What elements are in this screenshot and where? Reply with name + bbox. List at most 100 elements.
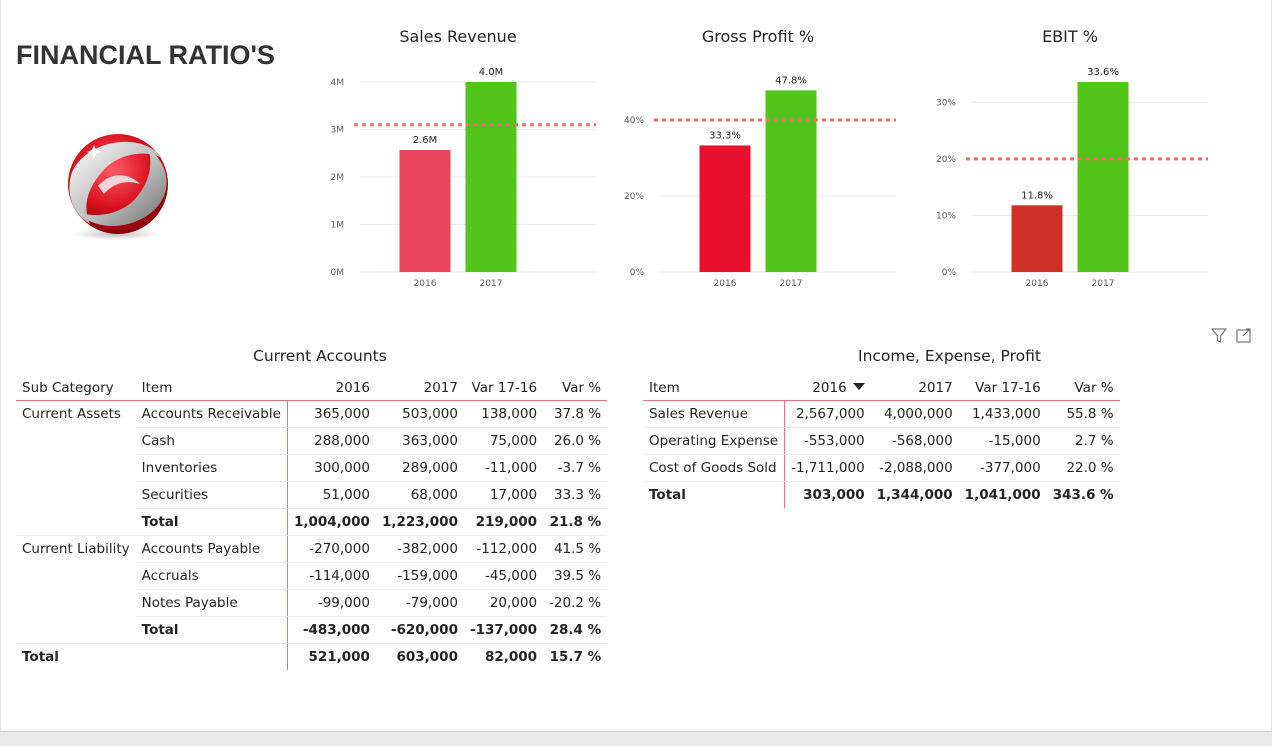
- table-row[interactable]: Total -483,000 -620,000 -137,000 28.4 %: [16, 616, 608, 644]
- value-cell: 4,000,000: [870, 400, 959, 428]
- y-tick-label: 1M: [331, 221, 345, 231]
- value-cell: 288,000: [287, 427, 376, 455]
- value-cell: -99,000: [287, 589, 376, 617]
- column-header[interactable]: 2017: [870, 375, 959, 401]
- sub-category-cell: [16, 428, 136, 455]
- bar-2017[interactable]: [1077, 82, 1129, 272]
- sub-category-cell: Current Liability: [22, 541, 130, 558]
- table-row[interactable]: Cost of Goods Sold -1,711,000 -2,088,000 -3…: [643, 454, 1120, 482]
- value-cell: -382,000: [375, 535, 464, 563]
- company-logo: [58, 128, 178, 244]
- column-header[interactable]: Item: [135, 375, 288, 401]
- value-cell: 15.7 %: [549, 649, 602, 665]
- column-header[interactable]: Var 17-16: [463, 375, 544, 401]
- column-header[interactable]: Var %: [1046, 375, 1120, 401]
- sub-category-cell: [16, 590, 136, 617]
- sub-category-cell: [16, 508, 136, 536]
- table-row[interactable]: Cash 288,000 363,000 75,000 26.0 %: [16, 427, 608, 455]
- column-header[interactable]: Var %: [543, 375, 608, 401]
- x-tick-label: 2017: [480, 279, 503, 289]
- chart-title: Sales Revenue: [399, 27, 516, 46]
- page-title: FINANCIAL RATIO'S: [16, 40, 275, 70]
- column-header[interactable]: 2017: [375, 375, 464, 401]
- x-tick-label: 2016: [714, 279, 737, 289]
- filter-icon[interactable]: [1211, 328, 1227, 343]
- value-cell: 219,000: [463, 508, 544, 536]
- bar-2017[interactable]: [465, 82, 517, 272]
- sub-category-cell: [16, 563, 136, 590]
- value-cell: -159,000: [375, 562, 464, 590]
- table-row[interactable]: Accruals -114,000 -159,000 -45,000 39.5 %: [16, 562, 608, 590]
- value-cell: 68,000: [375, 481, 464, 509]
- chart-title: EBIT %: [1042, 27, 1098, 46]
- item-cell: Accounts Receivable: [135, 400, 288, 428]
- value-cell: -620,000: [375, 616, 464, 644]
- item-cell: Notes Payable: [135, 589, 288, 617]
- value-cell: -79,000: [375, 589, 464, 617]
- value-cell: -3.7 %: [543, 454, 608, 482]
- ebit-chart[interactable]: EBIT % 0% 10% 20% 30% 11.8% 2016 33.6% 2017: [930, 22, 1220, 297]
- value-cell: -114,000: [287, 562, 376, 590]
- current-accounts-title: Current Accounts: [253, 347, 387, 365]
- item-cell: Accounts Payable: [135, 535, 288, 563]
- value-cell: 303,000: [803, 487, 865, 503]
- value-cell: 2,567,000: [784, 400, 871, 428]
- item-cell: Cost of Goods Sold: [643, 454, 786, 482]
- value-cell: 17,000: [463, 481, 544, 509]
- data-label: 33.6%: [1087, 67, 1119, 78]
- table-row[interactable]: Notes Payable -99,000 -79,000 20,000 -20.2 %: [16, 589, 608, 617]
- data-label: 11.8%: [1021, 190, 1053, 201]
- column-header-sorted[interactable]: 2016: [784, 375, 871, 401]
- item-cell: Inventories: [135, 454, 288, 482]
- sub-category-cell: [16, 616, 136, 644]
- table-row[interactable]: Current Liability Accounts Payable -270,00…: [16, 535, 608, 563]
- column-header[interactable]: Item: [643, 375, 785, 401]
- value-cell: 1,344,000: [876, 487, 953, 503]
- item-cell: Cash: [135, 427, 288, 455]
- bar-2017[interactable]: [765, 90, 817, 272]
- value-cell: 37.8 %: [543, 400, 608, 428]
- value-cell: -1,711,000: [784, 454, 871, 482]
- value-cell: -15,000: [958, 427, 1047, 455]
- column-header[interactable]: Sub Category: [16, 375, 136, 401]
- bar-2016[interactable]: [399, 150, 451, 272]
- current-accounts-table: Sub Category Item 2016 2017 Var 17-16 Va…: [16, 375, 608, 670]
- column-header[interactable]: 2016: [287, 375, 376, 401]
- table-row[interactable]: Total 521,000 603,000 82,000 15.7 %: [16, 643, 607, 670]
- y-tick-label: 30%: [936, 98, 956, 108]
- value-cell: -112,000: [463, 535, 544, 563]
- value-cell: 51,000: [287, 481, 376, 509]
- table-row[interactable]: Operating Expense -553,000 -568,000 -15,000…: [643, 427, 1120, 455]
- gross-profit-chart[interactable]: Gross Profit % 0% 20% 40% 33.3% 2016 47.8% 2017: [618, 22, 908, 297]
- table-row[interactable]: Total 1,004,000 1,223,000 219,000 21.8 %: [16, 508, 608, 536]
- value-cell: 1,004,000: [287, 508, 376, 536]
- item-cell: Total: [643, 481, 786, 508]
- value-cell: -553,000: [784, 427, 871, 455]
- bar-2016[interactable]: [699, 145, 751, 272]
- y-tick-label: 4M: [331, 78, 345, 88]
- column-header-label: 2016: [812, 379, 847, 396]
- column-header[interactable]: Var 17-16: [958, 375, 1047, 401]
- table-row[interactable]: Sales Revenue 2,567,000 4,000,000 1,433,000…: [643, 400, 1120, 428]
- sales-revenue-chart[interactable]: Sales Revenue 0M 1M 2M 3M 4M 2.6M 2016 4.0M 2017: [318, 22, 608, 297]
- bar-2016[interactable]: [1011, 205, 1063, 272]
- value-cell: -483,000: [287, 616, 376, 644]
- value-cell: 75,000: [463, 427, 544, 455]
- x-tick-label: 2016: [414, 279, 437, 289]
- y-tick-label: 10%: [936, 211, 956, 221]
- table-row[interactable]: Inventories 300,000 289,000 -11,000 -3.7 %: [16, 454, 608, 482]
- x-tick-label: 2017: [1092, 279, 1115, 289]
- value-cell: 22.0 %: [1046, 454, 1120, 482]
- table-row[interactable]: Total 303,000 1,344,000 1,041,000 343.6 %: [643, 481, 1120, 508]
- sub-category-cell: Current Assets: [22, 406, 121, 423]
- table-row[interactable]: Securities 51,000 68,000 17,000 33.3 %: [16, 481, 608, 509]
- value-cell: 21.8 %: [543, 508, 608, 536]
- focus-mode-icon[interactable]: [1236, 328, 1252, 343]
- bottom-scroll-bar[interactable]: [0, 731, 1272, 746]
- value-cell: 2.7 %: [1046, 427, 1120, 455]
- table-row[interactable]: Current Assets Accounts Receivable 365,000…: [16, 400, 608, 428]
- value-cell: 138,000: [463, 400, 544, 428]
- value-cell: -137,000: [463, 616, 544, 644]
- y-tick-label: 0M: [331, 268, 345, 278]
